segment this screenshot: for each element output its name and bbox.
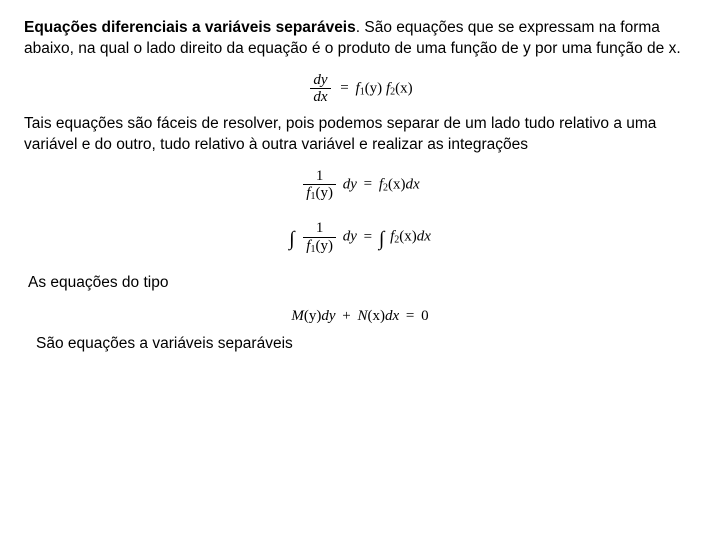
equals-operator: = xyxy=(403,308,417,324)
fraction-denominator: f1(y) xyxy=(303,185,336,202)
paragraph-4: São equações a variáveis separáveis xyxy=(24,334,696,355)
integral-icon: ∫ xyxy=(379,228,386,250)
eq2-dx: dx xyxy=(406,176,420,192)
eq4-N: N xyxy=(357,308,367,324)
eq1-arg2: (x) xyxy=(395,80,413,96)
eq3-den-arg: (y) xyxy=(315,238,333,254)
fraction: 1 f1(y) xyxy=(303,220,336,255)
eq4-dx: dx xyxy=(385,308,399,324)
fraction-denominator: f1(y) xyxy=(303,238,336,255)
equals-operator: = xyxy=(361,176,375,192)
equation-stack: 1 f1(y) dy = f2(x)dx ∫ 1 f1(y) dy = ∫ f2… xyxy=(24,168,696,255)
fraction: dy dx xyxy=(310,72,330,106)
equation-4: M(y)dy + N(x)dx = 0 xyxy=(24,306,696,326)
fraction-denominator: dx xyxy=(310,89,330,106)
eq4-M: M xyxy=(291,308,304,324)
fraction: 1 f1(y) xyxy=(303,168,336,203)
eq4-zero: 0 xyxy=(421,308,429,324)
paragraph-2: Tais equações são fáceis de resolver, po… xyxy=(24,114,696,156)
integral-icon: ∫ xyxy=(289,228,296,250)
eq3-dy: dy xyxy=(343,229,357,245)
equals-operator: = xyxy=(337,80,351,96)
eq2-dy: dy xyxy=(343,176,357,192)
eq4-dy: dy xyxy=(321,308,335,324)
plus-operator: + xyxy=(339,308,353,324)
heading-title: Equações diferenciais a variáveis separá… xyxy=(24,19,356,36)
fraction-numerator: 1 xyxy=(303,220,336,238)
eq4-argN: (x) xyxy=(368,308,386,324)
equation-3: ∫ 1 f1(y) dy = ∫ f2(x)dx xyxy=(289,220,431,255)
fraction-numerator: 1 xyxy=(303,168,336,186)
fraction-numerator: dy xyxy=(310,72,330,90)
eq3-rhs-arg: (x) xyxy=(399,229,417,245)
heading-paragraph: Equações diferenciais a variáveis separá… xyxy=(24,18,696,60)
eq2-den-arg: (y) xyxy=(315,185,333,201)
equals-operator: = xyxy=(361,229,375,245)
paragraph-3: As equações do tipo xyxy=(24,273,696,294)
equation-2: 1 f1(y) dy = f2(x)dx xyxy=(300,168,419,203)
eq3-dx: dx xyxy=(417,229,431,245)
eq2-rhs-arg: (x) xyxy=(388,176,406,192)
eq4-argM: (y) xyxy=(304,308,322,324)
eq1-arg1: (y) xyxy=(365,80,383,96)
document-page: Equações diferenciais a variáveis separá… xyxy=(0,0,720,385)
equation-1: dy dx = f1(y) f2(x) xyxy=(24,72,696,106)
